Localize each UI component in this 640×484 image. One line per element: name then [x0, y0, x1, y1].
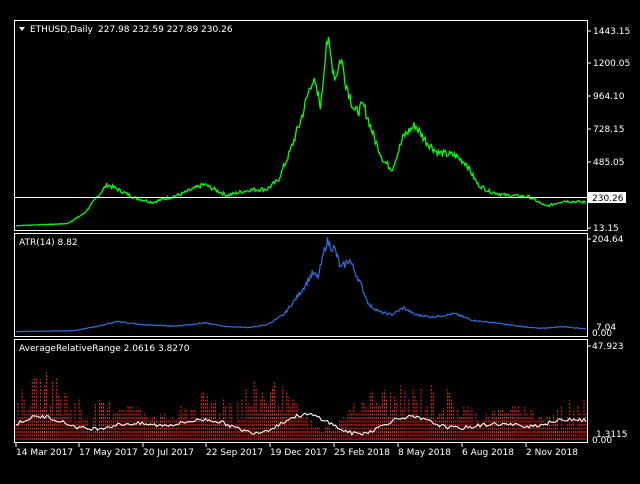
time-axis-label: 17 May 2017	[79, 448, 138, 458]
atr-series	[15, 237, 587, 333]
price-scale[interactable]: 1443.15 1200.05 964.10 728.15 485.05 13.…	[587, 27, 630, 234]
time-axis-label: 20 Jul 2017	[143, 448, 194, 458]
current-price-value: 230.26	[592, 194, 624, 204]
atr-scale-label: 0.00	[592, 329, 612, 339]
price-scale-label: 1200.05	[593, 59, 630, 69]
triangle-down-icon[interactable]	[19, 27, 25, 31]
price-scale-label: 13.15	[593, 224, 619, 234]
arr-scale-label: 0.00	[592, 436, 612, 446]
price-scale-label: 728.15	[593, 125, 625, 135]
price-line	[15, 36, 587, 227]
arr-scale[interactable]: 47.923 1.3115 0.00	[587, 342, 628, 446]
price-scale-label: 485.05	[593, 158, 625, 168]
time-axis[interactable]: 14 Mar 2017 17 May 2017 20 Jul 2017 22 Sep …	[15, 443, 578, 458]
time-axis-label: 22 Sep 2017	[206, 448, 263, 458]
arr-scale-label: 1.3115	[596, 430, 628, 440]
time-axis-label: 8 May 2018	[398, 448, 451, 458]
arr-panel[interactable]	[14, 339, 588, 443]
current-price-tag	[588, 192, 626, 203]
atr-line	[15, 237, 587, 333]
time-axis-label: 19 Dec 2017	[270, 448, 328, 458]
arr-scale-label: 47.923	[592, 342, 624, 352]
atr-scale-label: 204.64	[592, 235, 624, 245]
price-scale-label: 1443.15	[593, 27, 630, 37]
symbol-label: ETHUSD,Daily	[30, 25, 93, 35]
price-panel[interactable]	[14, 20, 588, 231]
price-scale-label: 964.10	[593, 92, 625, 102]
atr-label: ATR(14) 8.82	[19, 238, 78, 248]
atr-panel[interactable]	[14, 233, 588, 337]
time-axis-label: 25 Feb 2018	[334, 448, 390, 458]
arr-label: AverageRelativeRange 2.0616 3.8270	[19, 344, 190, 354]
ohlc-label: 227.98 232.59 227.89 230.26	[98, 25, 233, 35]
time-axis-label: 14 Mar 2017	[16, 448, 73, 458]
atr-scale-label: 7.04	[596, 323, 616, 333]
arr-line	[16, 412, 587, 436]
time-axis-label: 6 Aug 2018	[462, 448, 514, 458]
atr-scale[interactable]: 204.64 7.04 0.00	[587, 235, 624, 339]
arr-series	[15, 372, 587, 440]
time-axis-label: 2 Nov 2018	[526, 448, 578, 458]
price-series	[15, 36, 587, 227]
